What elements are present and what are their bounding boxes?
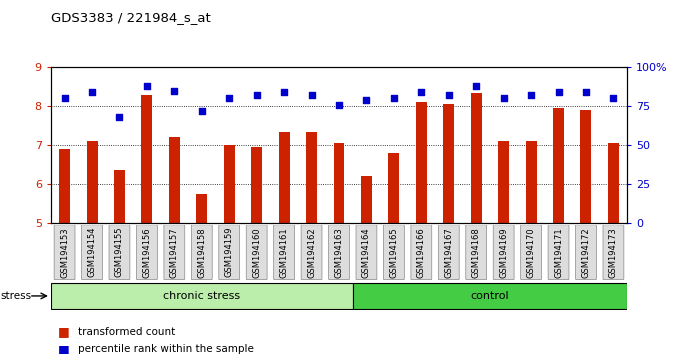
Bar (224, 145, 235, 223)
Point (114, 114, 125, 120)
Bar (498, 141, 509, 223)
Bar (580, 110, 591, 223)
Bar (114, 171, 125, 223)
Text: GSM194164: GSM194164 (362, 227, 371, 278)
Text: GSM194157: GSM194157 (170, 227, 179, 278)
Bar (142, 95, 153, 223)
Text: GSM194173: GSM194173 (609, 227, 618, 278)
Point (525, 92, 536, 98)
Point (361, 97, 372, 103)
Bar (353, 283, 627, 309)
FancyBboxPatch shape (466, 225, 487, 280)
Bar (169, 137, 180, 223)
Text: GSM194162: GSM194162 (307, 227, 316, 278)
Point (87, 89, 98, 95)
Text: GSM194169: GSM194169 (499, 227, 508, 278)
Bar (525, 141, 536, 223)
Bar (608, 143, 619, 223)
Text: GSM194166: GSM194166 (417, 227, 426, 278)
Text: percentile rank within the sample: percentile rank within the sample (78, 344, 254, 354)
Bar (87, 141, 98, 223)
Text: ■: ■ (58, 343, 69, 354)
Point (553, 89, 564, 95)
FancyBboxPatch shape (493, 225, 514, 280)
Text: GSM194163: GSM194163 (334, 227, 344, 278)
Text: GSM194154: GSM194154 (87, 227, 96, 278)
FancyBboxPatch shape (219, 225, 239, 280)
Text: GSM194158: GSM194158 (197, 227, 206, 278)
Point (334, 102, 344, 108)
Bar (553, 108, 564, 223)
FancyBboxPatch shape (164, 225, 185, 280)
Bar (251, 147, 262, 223)
FancyBboxPatch shape (136, 225, 157, 280)
FancyBboxPatch shape (521, 225, 542, 280)
Point (142, 83, 153, 89)
Bar (279, 132, 290, 223)
Text: GSM194170: GSM194170 (527, 227, 536, 278)
FancyBboxPatch shape (301, 225, 322, 280)
FancyBboxPatch shape (109, 225, 130, 280)
Text: GSM194168: GSM194168 (472, 227, 481, 278)
FancyBboxPatch shape (439, 225, 459, 280)
Text: GSM194155: GSM194155 (115, 227, 124, 278)
FancyBboxPatch shape (384, 225, 404, 280)
FancyBboxPatch shape (411, 225, 432, 280)
FancyBboxPatch shape (81, 225, 102, 280)
Point (224, 96, 235, 101)
Text: GSM194165: GSM194165 (389, 227, 399, 278)
Bar (51, 283, 353, 309)
Point (498, 96, 509, 101)
Bar (334, 143, 344, 223)
FancyBboxPatch shape (191, 225, 212, 280)
FancyBboxPatch shape (329, 225, 349, 280)
Bar (388, 153, 399, 223)
Point (197, 108, 207, 114)
FancyBboxPatch shape (246, 225, 267, 280)
Bar (416, 102, 427, 223)
Bar (471, 93, 481, 223)
FancyBboxPatch shape (548, 225, 569, 280)
FancyBboxPatch shape (274, 225, 294, 280)
Text: ■: ■ (58, 325, 69, 338)
Point (59, 96, 70, 101)
Point (169, 88, 180, 93)
Point (279, 89, 290, 95)
Text: GSM194153: GSM194153 (60, 227, 69, 278)
Point (416, 89, 426, 95)
FancyBboxPatch shape (603, 225, 624, 280)
Text: chronic stress: chronic stress (163, 291, 240, 301)
Bar (59, 149, 70, 223)
Text: GSM194167: GSM194167 (444, 227, 454, 278)
Point (580, 89, 591, 95)
Text: GDS3383 / 221984_s_at: GDS3383 / 221984_s_at (51, 11, 211, 24)
FancyBboxPatch shape (356, 225, 377, 280)
Point (306, 92, 317, 98)
Text: GSM194160: GSM194160 (252, 227, 261, 278)
Text: GSM194161: GSM194161 (279, 227, 289, 278)
Text: stress: stress (0, 291, 31, 301)
Text: GSM194172: GSM194172 (582, 227, 591, 278)
Bar (443, 104, 454, 223)
Text: GSM194156: GSM194156 (142, 227, 151, 278)
Bar (197, 194, 207, 223)
Point (252, 92, 262, 98)
Point (471, 83, 481, 89)
Text: GSM194171: GSM194171 (554, 227, 563, 278)
Bar (306, 132, 317, 223)
FancyBboxPatch shape (54, 225, 75, 280)
FancyBboxPatch shape (576, 225, 597, 280)
Point (443, 92, 454, 98)
Text: GSM194159: GSM194159 (224, 227, 234, 278)
Point (388, 96, 399, 101)
Bar (361, 176, 372, 223)
Point (608, 96, 619, 101)
Text: control: control (471, 291, 509, 301)
Text: transformed count: transformed count (78, 327, 175, 337)
